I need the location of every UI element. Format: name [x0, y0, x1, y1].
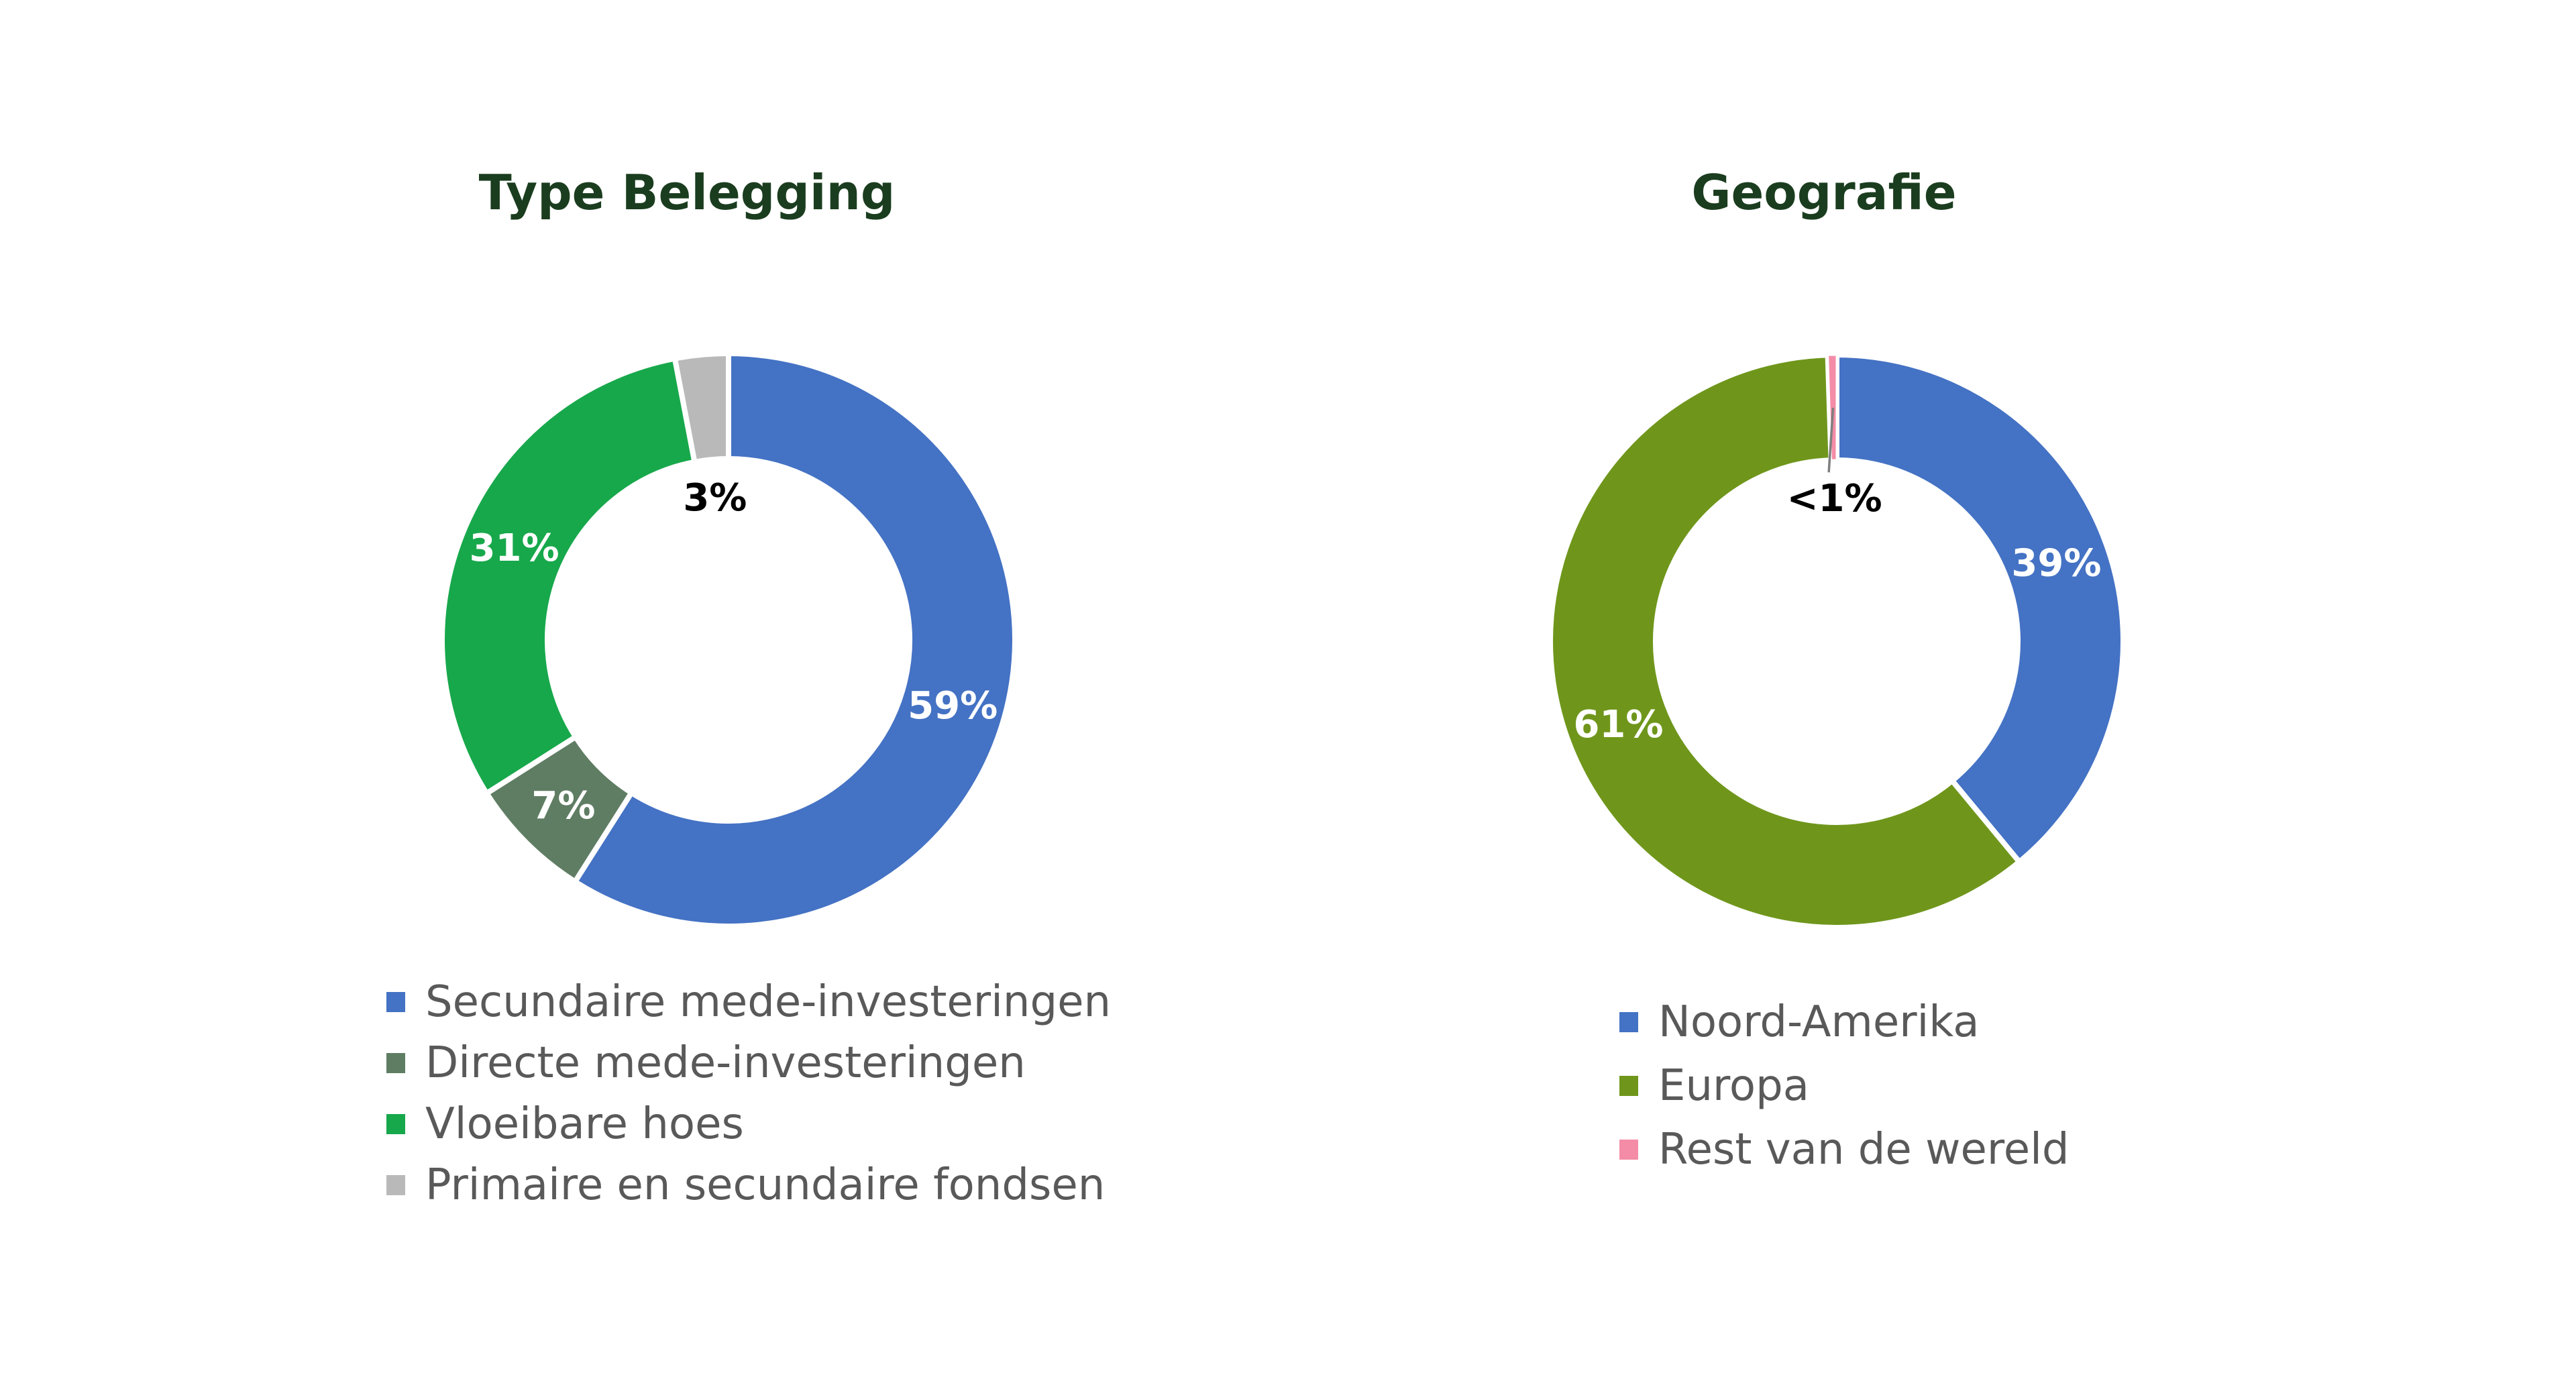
donut-segment-secundaire-mede-investeringen	[571, 350, 1018, 929]
donut-segment-rest-van-de-wereld	[1827, 353, 1838, 461]
donut-pct-label-directe-mede-investeringen: 7%	[531, 784, 595, 828]
legend-swatch-secundaire-mede-investeringen	[386, 991, 405, 1012]
legend-item-rest-van-de-wereld: Rest van de wereld	[1619, 1117, 2070, 1181]
legend-item-primaire-en-secundaire-fondsen: Primaire en secundaire fondsen	[386, 1154, 1111, 1215]
legend-label: Primaire en secundaire fondsen	[425, 1160, 1106, 1210]
type-belegging-donut: 59% 7% 31% 3%	[439, 350, 1018, 929]
legend-item-europa: Europa	[1619, 1054, 2070, 1117]
geografie-legend: Noord-Amerika Europa Rest van de wereld	[1619, 990, 2070, 1181]
type-belegging-legend: Secundaire mede-investeringen Directe med…	[386, 971, 1111, 1215]
chart-title-geografie: Geografie	[1691, 164, 1957, 221]
donut-segment-primaire-en-secundaire-fondsen	[672, 350, 731, 465]
legend-item-directe-mede-investeringen: Directe mede-investeringen	[386, 1032, 1111, 1093]
legend-swatch-directe-mede-investeringen	[386, 1052, 405, 1073]
legend-swatch-rest-van-de-wereld	[1619, 1139, 1638, 1160]
label-leader-line	[1827, 407, 1835, 473]
legend-label: Directe mede-investeringen	[425, 1038, 1026, 1088]
donut-segment-vloeibare-hoes	[439, 355, 698, 797]
donut-pct-label-noord-amerika: 39%	[2011, 541, 2101, 585]
legend-label: Europa	[1658, 1060, 1809, 1111]
donut-segment-europa	[1548, 352, 2023, 930]
legend-item-vloeibare-hoes: Vloeibare hoes	[386, 1093, 1111, 1154]
donut-pct-label-rest-van-de-wereld: <1%	[1787, 477, 1882, 520]
donut-segment-noord-amerika	[1834, 351, 2126, 866]
legend-label: Noord-Amerika	[1658, 997, 1980, 1047]
legend-label: Rest van de wereld	[1658, 1124, 2070, 1174]
legend-item-secundaire-mede-investeringen: Secundaire mede-investeringen	[386, 971, 1111, 1032]
legend-swatch-noord-amerika	[1619, 1011, 1638, 1032]
chart-title-type-belegging: Type Belegging	[478, 164, 896, 221]
donut-pct-label-vloeibare-hoes: 31%	[470, 527, 559, 570]
legend-swatch-primaire-en-secundaire-fondsen	[386, 1174, 405, 1195]
geografie-donut: 39% 61% <1%	[1548, 351, 2126, 930]
legend-swatch-vloeibare-hoes	[386, 1113, 405, 1134]
donut-pct-label-secundaire-mede-investeringen: 59%	[908, 684, 998, 728]
donut-pct-label-primaire-en-secundaire-fondsen: 3%	[683, 476, 747, 520]
legend-label: Secundaire mede-investeringen	[425, 977, 1111, 1027]
legend-label: Vloeibare hoes	[425, 1099, 744, 1149]
donut-pct-label-europa: 61%	[1573, 703, 1663, 747]
legend-swatch-europa	[1619, 1075, 1638, 1096]
legend-item-noord-amerika: Noord-Amerika	[1619, 990, 2070, 1054]
